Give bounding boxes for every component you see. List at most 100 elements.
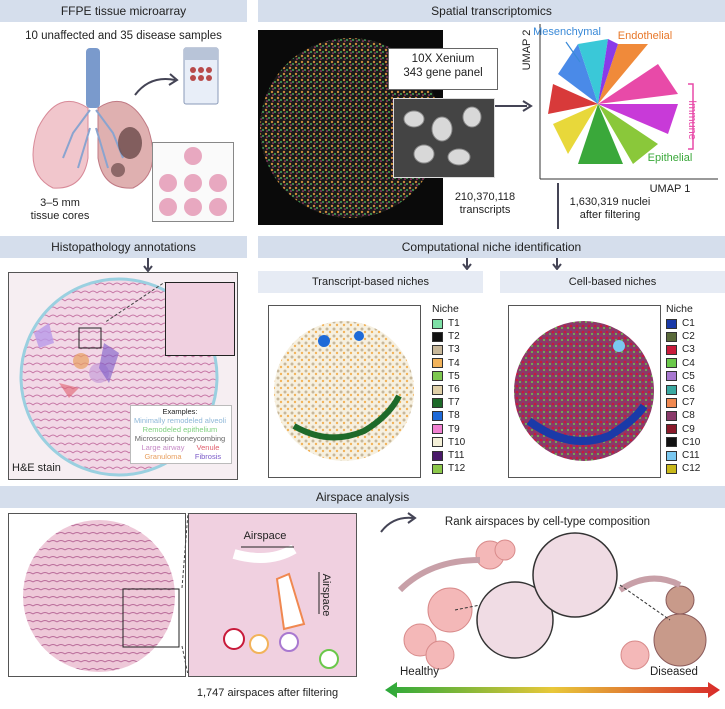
legend-label: C12 — [682, 463, 701, 475]
legend-swatch — [432, 331, 443, 342]
legend-swatch — [432, 437, 443, 448]
legend-label: T12 — [448, 463, 466, 475]
header-histo: Histopathology annotations — [0, 236, 247, 258]
header-computational: Computational niche identification — [258, 236, 725, 258]
cell-niche-image — [508, 305, 661, 478]
legend-item-t8: T8 — [432, 409, 460, 422]
legend-label: T8 — [448, 410, 460, 422]
alveoli-illustration — [397, 532, 707, 670]
legend-swatch — [432, 450, 443, 461]
legend-label: C10 — [682, 436, 701, 448]
legend-item-t3: T3 — [432, 343, 460, 356]
examples-title: Examples: — [162, 407, 198, 416]
umap-label-mesenchymal: Mesenchymal — [533, 26, 601, 38]
legend-label: C11 — [682, 450, 700, 461]
legend-swatch — [432, 318, 443, 329]
tma-cores-box — [152, 142, 234, 222]
cell-niche-legend-title: Niche — [666, 303, 693, 315]
legend-swatch — [666, 410, 677, 421]
legend-item-t1: T1 — [432, 317, 460, 330]
arrow-to-slide — [134, 73, 179, 96]
legend-item-t9: T9 — [432, 423, 460, 436]
legend-item-c4: C4 — [666, 357, 695, 370]
legend-swatch — [666, 384, 677, 395]
legend-label: T4 — [448, 357, 460, 369]
legend-item-c9: C9 — [666, 423, 695, 436]
legend-swatch — [432, 358, 443, 369]
example-0: Minimally remodeled alveoli — [133, 416, 227, 425]
legend-label: C1 — [682, 318, 695, 329]
cell-niches-header: Cell-based niches — [500, 271, 725, 293]
legend-label: T5 — [448, 370, 460, 382]
umap-label-epithelial: Epithelial — [647, 152, 693, 164]
legend-item-c1: C1 — [666, 317, 695, 330]
trachea — [86, 48, 100, 108]
example-fibrosis: Fibrosis — [194, 452, 222, 461]
healthy-label: Healthy — [400, 666, 439, 678]
transcripts-line2: transcripts — [459, 204, 511, 216]
examples-box — [130, 405, 232, 464]
legend-swatch — [666, 331, 677, 342]
transcript-niche-image — [268, 305, 421, 478]
xenium-line2: 343 gene panel — [403, 67, 483, 79]
legend-label: C8 — [682, 410, 695, 422]
cores-line1: 3–5 mm — [40, 197, 80, 209]
legend-swatch — [666, 344, 677, 355]
transcripts-line1: 210,370,118 — [454, 191, 516, 203]
legend-swatch — [666, 371, 677, 382]
he-stain-label: H&E stain — [12, 462, 61, 474]
cores-line2: tissue cores — [30, 210, 90, 222]
rank-arrow — [380, 512, 417, 533]
xenium-line1: 10X Xenium — [411, 53, 475, 65]
legend-swatch — [666, 358, 677, 369]
legend-item-c6: C6 — [666, 383, 695, 396]
legend-swatch — [432, 463, 443, 474]
legend-label: C4 — [682, 357, 695, 369]
legend-swatch — [666, 450, 677, 461]
diseased-label: Diseased — [650, 666, 698, 678]
xenium-label-box — [388, 48, 498, 90]
nuclei-arrow — [557, 183, 559, 229]
airspace-count: 1,747 airspaces after filtering — [196, 687, 339, 699]
legend-item-t2: T2 — [432, 330, 460, 343]
ffpe-samples-text: 10 unaffected and 35 disease samples — [25, 30, 222, 42]
legend-label: T7 — [448, 397, 460, 409]
airspace-label-top: Airspace — [243, 530, 287, 542]
legend-swatch — [432, 384, 443, 395]
legend-swatch — [666, 424, 677, 435]
legend-swatch — [432, 410, 443, 421]
he-zoom-lines — [104, 282, 166, 322]
legend-swatch — [432, 397, 443, 408]
header-spatial: Spatial transcriptomics — [258, 0, 725, 22]
legend-item-c5: C5 — [666, 370, 695, 383]
legend-item-t4: T4 — [432, 357, 460, 370]
umap-label-immune: Immune — [686, 100, 698, 140]
histo-arrow — [143, 258, 153, 272]
legend-item-c7: C7 — [666, 396, 695, 409]
legend-label: C7 — [682, 397, 695, 409]
airspace-label-side: Airspace — [320, 573, 332, 617]
slide-illustration — [183, 47, 219, 105]
umap-clusters — [548, 39, 678, 164]
legend-swatch — [666, 397, 677, 408]
legend-item-c10: C10 — [666, 436, 700, 449]
legend-swatch — [432, 344, 443, 355]
legend-label: T11 — [448, 450, 465, 461]
cell-arrow — [552, 258, 562, 270]
legend-label: C6 — [682, 384, 695, 395]
legend-label: T10 — [448, 436, 466, 448]
legend-item-t5: T5 — [432, 370, 460, 383]
he-zoom-image — [165, 282, 235, 356]
legend-label: T1 — [448, 318, 460, 329]
umap-axis-x: UMAP 1 — [649, 183, 691, 195]
legend-label: T6 — [448, 384, 460, 395]
legend-swatch — [666, 437, 677, 448]
legend-label: C2 — [682, 331, 695, 343]
airspace-overview-image — [8, 513, 186, 677]
legend-item-c8: C8 — [666, 409, 695, 422]
nuclei-line2: after filtering — [579, 209, 641, 221]
healthy-diseased-arrow — [385, 682, 720, 698]
legend-label: T9 — [448, 423, 460, 435]
example-granuloma: Granuloma — [144, 452, 182, 461]
lungs-illustration — [32, 48, 154, 189]
